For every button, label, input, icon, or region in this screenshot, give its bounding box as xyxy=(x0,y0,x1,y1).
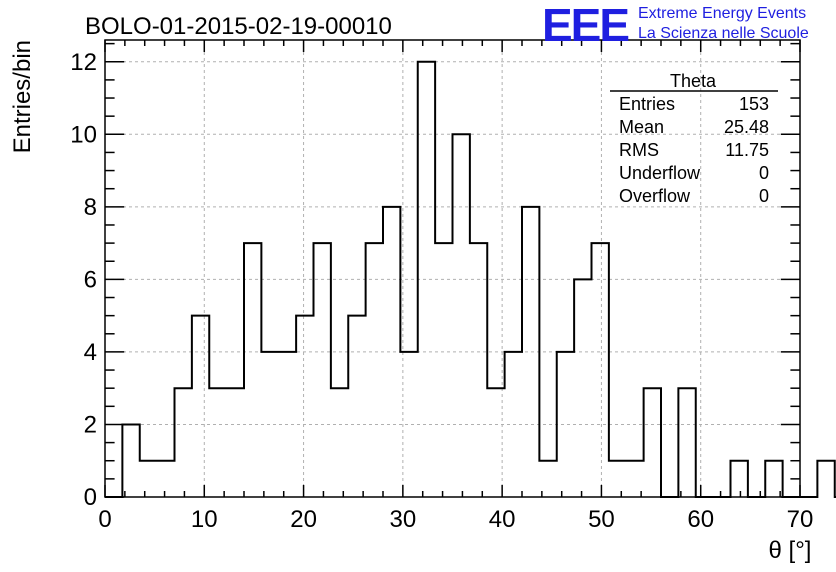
stats-label-underflow: Underflow xyxy=(619,163,701,183)
eee-logo: EEE Extreme Energy Events La Scienza nel… xyxy=(542,0,832,50)
histogram-bin xyxy=(261,352,278,497)
histogram-bin xyxy=(453,134,470,497)
y-tick-label: 4 xyxy=(84,339,97,366)
histogram-bin xyxy=(140,461,157,497)
histogram-bin xyxy=(522,207,539,497)
stats-value-overflow: 0 xyxy=(759,186,769,206)
histogram-bin xyxy=(175,388,192,497)
histogram-bin xyxy=(244,243,261,497)
histogram-bin xyxy=(192,316,209,497)
x-tick-label: 0 xyxy=(98,506,111,533)
grid-lines xyxy=(105,40,800,497)
histogram-bin xyxy=(157,461,174,497)
histogram-bin xyxy=(331,388,348,497)
histogram-bin xyxy=(678,388,695,497)
histogram-bin xyxy=(314,243,331,497)
plot-frame xyxy=(104,39,801,498)
y-tick-label: 2 xyxy=(84,411,97,438)
stats-label-rms: RMS xyxy=(619,140,659,160)
eee-logo-letters: EEE xyxy=(542,0,630,51)
x-tick-label: 20 xyxy=(290,506,317,533)
histogram-bin xyxy=(644,388,661,497)
histogram-bin xyxy=(279,352,296,497)
histogram-bin xyxy=(348,316,365,497)
chart-title: BOLO-01-2015-02-19-00010 xyxy=(85,13,392,40)
histogram-bin xyxy=(609,461,626,497)
histogram-bin xyxy=(400,352,417,497)
x-axis-label: θ [°] xyxy=(769,537,812,564)
histogram-bin xyxy=(505,352,522,497)
x-tick-label: 60 xyxy=(687,506,714,533)
stats-value-entries: 153 xyxy=(739,94,769,114)
y-tick-label: 8 xyxy=(84,194,97,221)
eee-logo-line2: La Scienza nelle Scuole xyxy=(638,25,809,42)
histogram-bin xyxy=(296,316,313,497)
y-tick-label: 0 xyxy=(84,484,97,511)
stats-title: Theta xyxy=(670,71,717,91)
histogram-bin xyxy=(574,279,591,497)
stats-label-entries: Entries xyxy=(619,94,675,114)
x-tick-label: 40 xyxy=(489,506,516,533)
histogram-bin xyxy=(557,352,574,497)
stats-label-mean: Mean xyxy=(619,117,664,137)
stats-box: Theta Entries 153 Mean 25.48 RMS 11.75 U… xyxy=(610,71,778,206)
y-axis-label: Entries/bin xyxy=(9,40,36,153)
histogram-bin xyxy=(122,424,139,497)
histogram-bin xyxy=(435,243,452,497)
x-tick-label: 50 xyxy=(588,506,615,533)
histogram-bin xyxy=(470,243,487,497)
stats-label-overflow: Overflow xyxy=(619,186,691,206)
y-tick-label: 6 xyxy=(84,266,97,293)
axis-ticks xyxy=(104,40,801,498)
y-tick-label: 12 xyxy=(70,49,97,76)
histogram-bin xyxy=(592,243,609,497)
histogram-bin xyxy=(817,461,834,497)
x-tick-label: 10 xyxy=(191,506,218,533)
eee-logo-line1: Extreme Energy Events xyxy=(638,5,807,22)
y-tick-label: 10 xyxy=(70,121,97,148)
histogram-bin xyxy=(383,207,400,497)
histogram-bin xyxy=(418,62,435,497)
histogram-bin xyxy=(731,461,748,497)
stats-value-rms: 11.75 xyxy=(725,140,769,160)
histogram-bin xyxy=(487,388,504,497)
histogram-bin xyxy=(209,388,226,497)
histogram-bin xyxy=(227,388,244,497)
stats-value-mean: 25.48 xyxy=(724,117,769,137)
histogram-bin xyxy=(366,243,383,497)
tick-labels: 0 10 20 30 40 50 60 70 0 2 4 6 8 10 12 xyxy=(70,49,813,533)
stats-value-underflow: 0 xyxy=(759,163,769,183)
x-tick-label: 30 xyxy=(390,506,417,533)
x-tick-label: 70 xyxy=(787,506,814,533)
